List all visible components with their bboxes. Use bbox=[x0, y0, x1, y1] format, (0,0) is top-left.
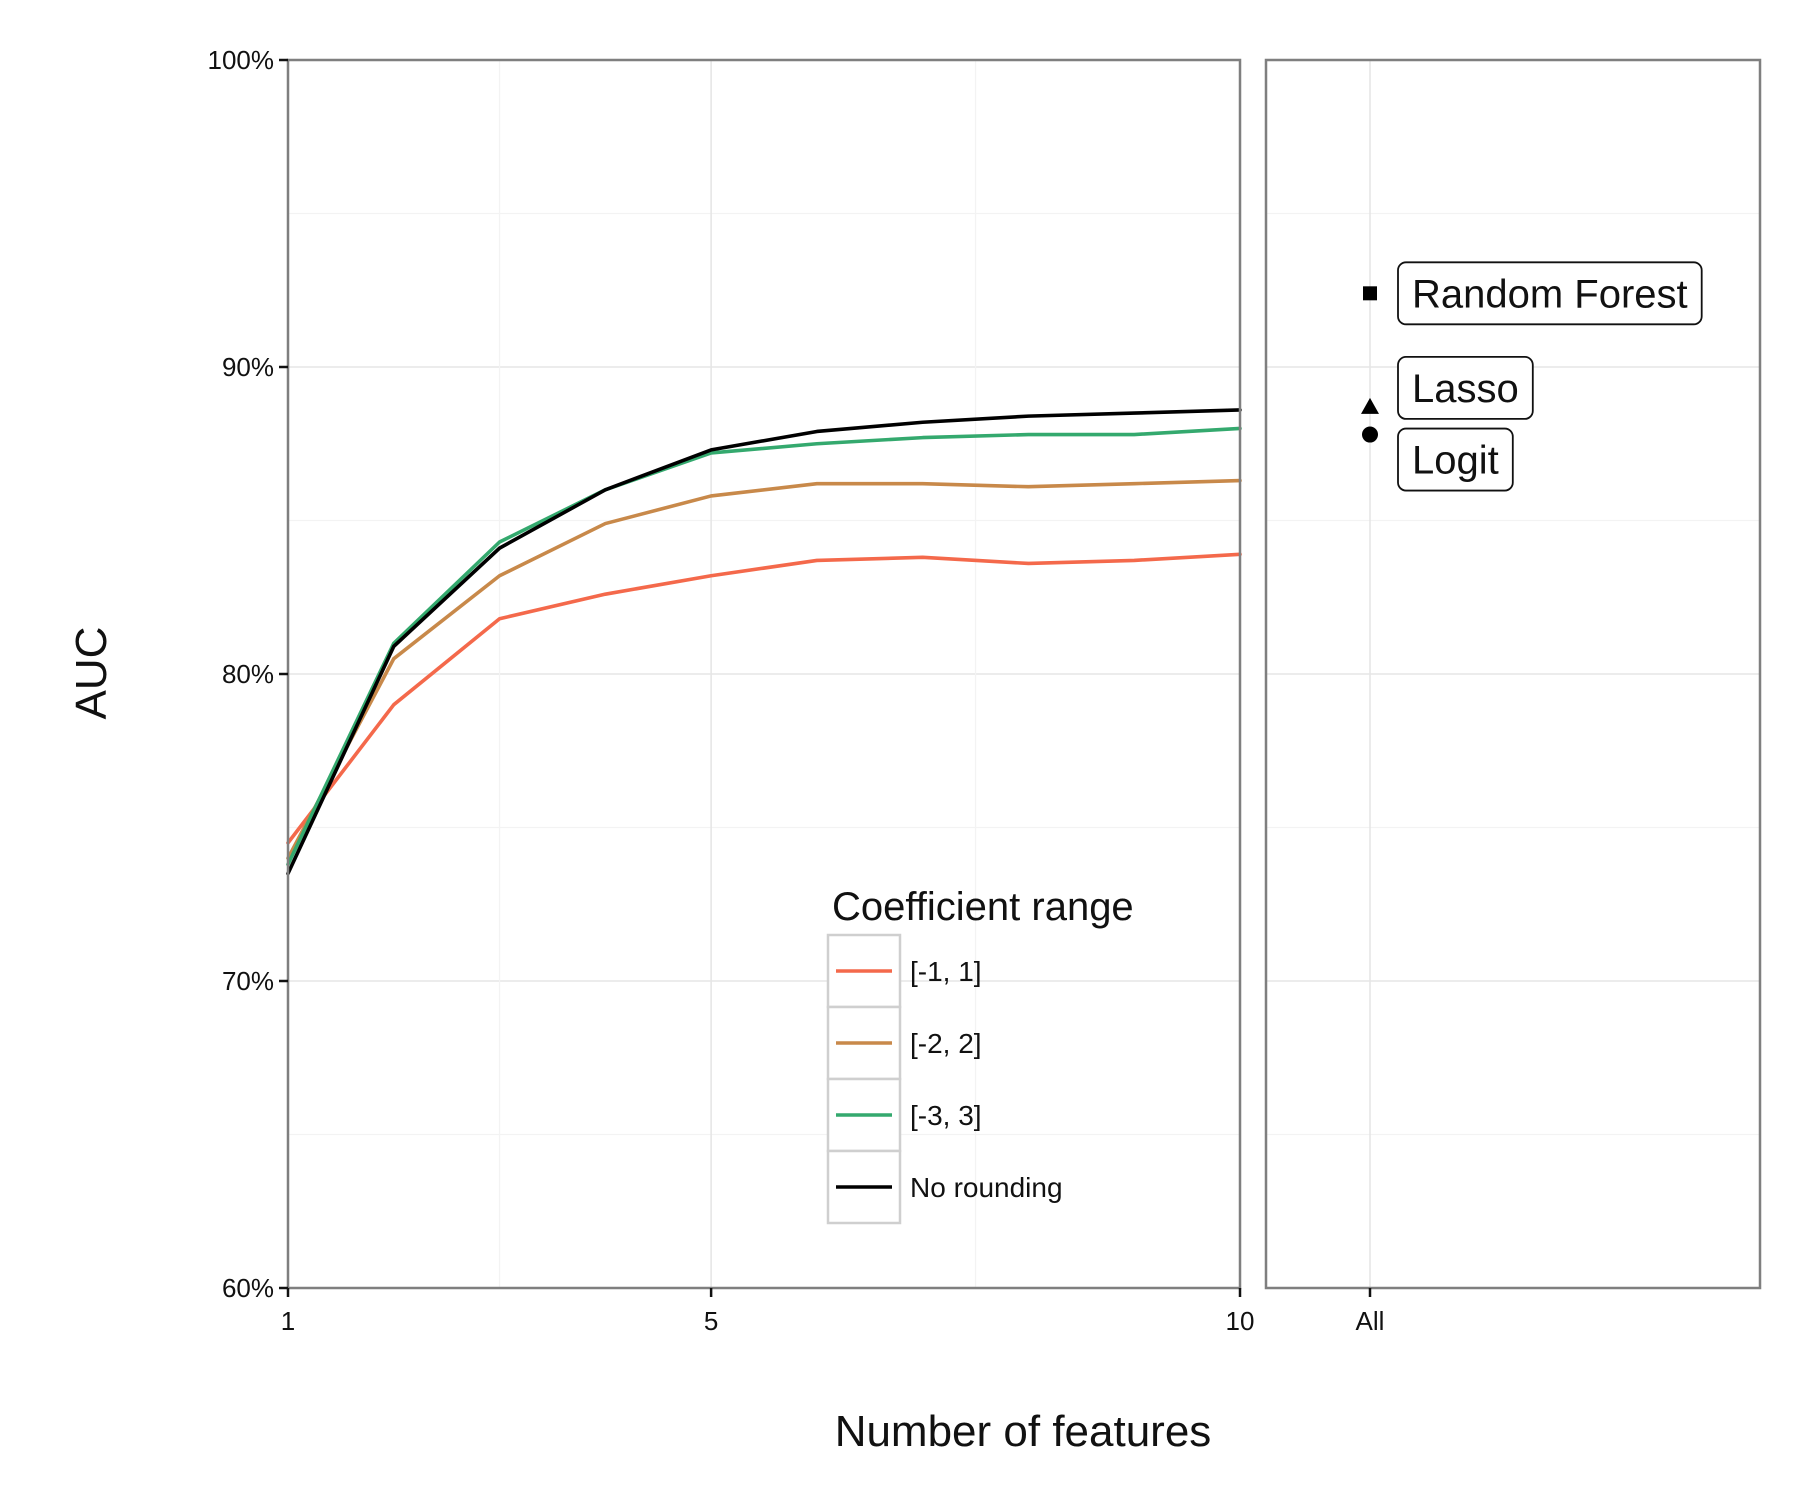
main-gridlines bbox=[287, 59, 1241, 1289]
legend-item-label: [-2, 2] bbox=[910, 1028, 982, 1059]
side-x-axis: All bbox=[1356, 1288, 1385, 1336]
point-label-text: Random Forest bbox=[1412, 272, 1688, 316]
series-line-1 bbox=[286, 478, 1242, 861]
y-axis: 60% 70% 80% 90% 100% bbox=[208, 45, 288, 1303]
x-axis: 1 5 10 bbox=[281, 1288, 1255, 1336]
x-tick-label: 5 bbox=[704, 1306, 718, 1336]
legend-title: Coefficient range bbox=[832, 885, 1134, 929]
side-x-tick-label: All bbox=[1356, 1306, 1385, 1336]
side-panel: Random Forest Lasso Logit All bbox=[1264, 58, 1762, 1336]
point-label-text: Logit bbox=[1412, 439, 1499, 483]
main-panel: 60%70%80%90%100% 1 5 10 bbox=[208, 45, 1255, 1336]
x-tick-label: 1 bbox=[281, 1306, 295, 1336]
legend-item-label: No rounding bbox=[910, 1172, 1063, 1203]
y-tick-label: 80% bbox=[222, 659, 274, 689]
legend-item-label: [-3, 3] bbox=[910, 1100, 982, 1131]
series-line-0 bbox=[286, 552, 1242, 845]
point-triangle bbox=[1361, 397, 1379, 414]
legend-items: [-1, 1] [-2, 2] [-3, 3] No rounding bbox=[826, 933, 1063, 1225]
legend-item-label: [-1, 1] bbox=[910, 956, 982, 987]
point-circle bbox=[1362, 426, 1378, 443]
point-label: Lasso bbox=[1397, 356, 1534, 420]
point-label: Random Forest bbox=[1397, 261, 1703, 326]
legend: Coefficient range [-1, 1] [-2, 2] [-3, 3] N… bbox=[826, 885, 1134, 1225]
y-tick-label: 60% bbox=[222, 1273, 274, 1303]
side-points: Random Forest Lasso Logit bbox=[1361, 261, 1703, 492]
side-panel-border bbox=[1264, 58, 1762, 1290]
series-line-2 bbox=[286, 426, 1242, 867]
y-tick-label: 70% bbox=[222, 966, 274, 996]
series-lines bbox=[286, 408, 1242, 876]
point-label-text: Lasso bbox=[1412, 367, 1519, 411]
x-tick-label: 10 bbox=[1226, 1306, 1255, 1336]
point-label-box bbox=[1397, 427, 1514, 492]
point-label: Logit bbox=[1397, 427, 1514, 492]
y-tick-label: 90% bbox=[222, 352, 274, 382]
point-label-box bbox=[1397, 261, 1703, 326]
point-label-box bbox=[1397, 356, 1534, 420]
point-square bbox=[1363, 286, 1377, 301]
y-axis-title: AUC bbox=[67, 627, 116, 720]
x-axis-title: Number of features bbox=[835, 1407, 1212, 1456]
series-line-3 bbox=[286, 408, 1242, 876]
y-tick-label: 100% bbox=[208, 45, 275, 75]
